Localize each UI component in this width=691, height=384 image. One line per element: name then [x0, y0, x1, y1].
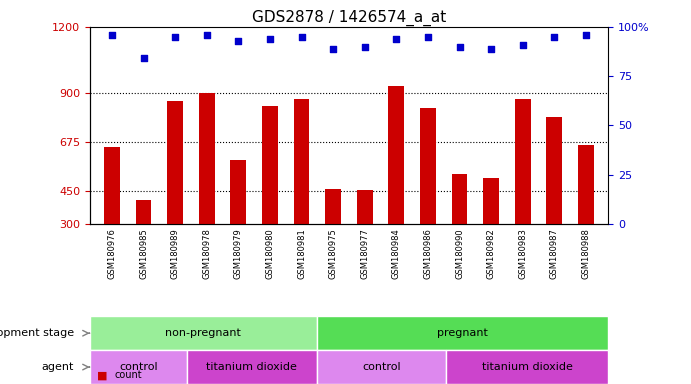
FancyBboxPatch shape	[187, 350, 316, 384]
Text: GSM180981: GSM180981	[297, 228, 306, 279]
Text: GSM180988: GSM180988	[581, 228, 591, 280]
Text: GSM180975: GSM180975	[329, 228, 338, 279]
Text: GSM180980: GSM180980	[265, 228, 274, 279]
FancyBboxPatch shape	[446, 350, 608, 384]
FancyBboxPatch shape	[90, 350, 187, 384]
Text: GSM180978: GSM180978	[202, 228, 211, 280]
Text: GSM180989: GSM180989	[171, 228, 180, 279]
Bar	[294, 99, 310, 224]
Text: control: control	[119, 362, 158, 372]
FancyBboxPatch shape	[316, 350, 446, 384]
Text: GSM180987: GSM180987	[550, 228, 559, 280]
Text: GSM180983: GSM180983	[518, 228, 527, 280]
Bar	[135, 200, 151, 224]
Point	[106, 32, 117, 38]
Point	[328, 45, 339, 51]
Point	[454, 43, 465, 50]
Text: GSM180979: GSM180979	[234, 228, 243, 279]
Text: GSM180986: GSM180986	[424, 228, 433, 280]
Point	[138, 55, 149, 61]
Bar	[578, 145, 594, 224]
Bar	[167, 101, 183, 224]
Bar	[262, 106, 278, 224]
FancyBboxPatch shape	[316, 316, 608, 350]
Text: control: control	[362, 362, 401, 372]
Point	[518, 41, 529, 48]
Text: GSM180982: GSM180982	[486, 228, 495, 279]
Text: count: count	[114, 370, 142, 380]
Bar	[231, 161, 246, 224]
Text: agent: agent	[41, 362, 74, 372]
Point	[201, 32, 212, 38]
Text: titanium dioxide: titanium dioxide	[482, 362, 573, 372]
Point	[265, 36, 276, 42]
Point	[233, 38, 244, 44]
Point	[359, 43, 370, 50]
Point	[486, 45, 497, 51]
Point	[549, 34, 560, 40]
Bar	[420, 108, 436, 224]
FancyBboxPatch shape	[90, 316, 316, 350]
Bar	[483, 178, 499, 224]
Text: titanium dioxide: titanium dioxide	[207, 362, 297, 372]
Bar	[388, 86, 404, 224]
Bar	[515, 99, 531, 224]
Point	[422, 34, 433, 40]
Point	[391, 36, 402, 42]
Bar	[199, 93, 215, 224]
Text: GSM180977: GSM180977	[360, 228, 369, 280]
Text: GSM180984: GSM180984	[392, 228, 401, 279]
Bar	[357, 190, 372, 224]
Bar	[547, 117, 562, 224]
Bar	[325, 189, 341, 224]
Text: GSM180990: GSM180990	[455, 228, 464, 279]
Text: GSM180976: GSM180976	[107, 228, 117, 280]
Text: ■: ■	[97, 370, 107, 380]
Point	[169, 34, 180, 40]
Text: GSM180985: GSM180985	[139, 228, 148, 279]
Bar	[104, 147, 120, 224]
Text: non-pregnant: non-pregnant	[165, 328, 241, 338]
Text: development stage: development stage	[0, 328, 74, 338]
Title: GDS2878 / 1426574_a_at: GDS2878 / 1426574_a_at	[252, 9, 446, 25]
Point	[296, 34, 307, 40]
Text: pregnant: pregnant	[437, 328, 488, 338]
Point	[580, 32, 591, 38]
Bar	[452, 174, 467, 224]
